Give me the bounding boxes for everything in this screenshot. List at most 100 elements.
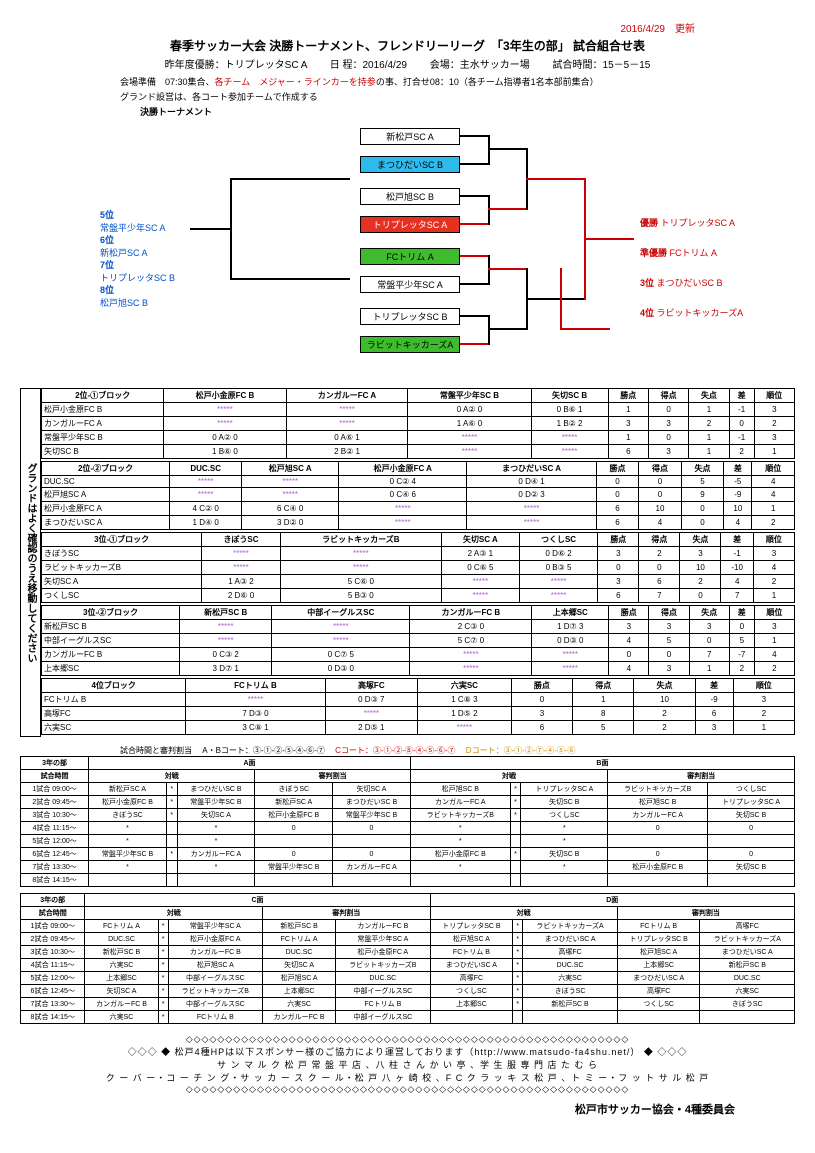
cell-match: 0 D⑥ 2	[519, 547, 597, 561]
block-table: 2位-②ブロックDUC.SC松戸旭SC A松戸小金原FC AまつひだいSC A勝…	[41, 461, 795, 530]
cell-self: *****	[531, 431, 608, 445]
cell-self: *****	[202, 547, 280, 561]
cell-stat: 4	[609, 634, 649, 648]
sched-cell: きぼうSC	[89, 809, 167, 822]
cell-match: 2 D⑥ 0	[202, 589, 280, 603]
sched-cell: *	[510, 848, 521, 861]
bracket-team: 新松戸SC A	[360, 128, 460, 145]
sched-cell: *	[513, 985, 523, 998]
team-header: 新松戸SC B	[180, 606, 272, 620]
sched-cell: 中部イーグルスSC	[168, 972, 262, 985]
cell-stat: 0	[596, 476, 639, 488]
cell-stat: 0	[681, 502, 724, 516]
team-row-name: カンガルーFC B	[42, 648, 180, 662]
sched-cell: FCトリム B	[336, 998, 430, 1011]
sched-cell: 矢切SC A	[177, 809, 255, 822]
sched-cell: トリプレッタSC A	[521, 783, 608, 796]
bracket-line	[230, 278, 350, 280]
sched-cell: 4試合 11:15～	[21, 959, 85, 972]
cell-stat: 3	[609, 620, 649, 634]
cell-stat: 3	[649, 620, 689, 634]
team-header: 矢切SC A	[441, 533, 519, 547]
cell-match: 7 D③ 0	[186, 707, 325, 721]
cell-stat: 6	[598, 589, 639, 603]
sched-cell: まつひだいSC A	[430, 959, 513, 972]
cell-stat: 6	[639, 575, 680, 589]
sched-cell: まつひだいSC A	[700, 946, 795, 959]
cell-stat: 9	[681, 488, 724, 502]
cell-match: 1 D⑦ 3	[532, 620, 609, 634]
sched-cell: 松戸小金原FC B	[410, 848, 510, 861]
sched-cell: 新松戸SC A	[89, 783, 167, 796]
cell-self: *****	[531, 445, 608, 459]
cell-self: *****	[272, 620, 410, 634]
cell-self: *****	[164, 403, 286, 417]
cell-self: *****	[242, 488, 339, 502]
sched-cell: トリプレッタSC B	[617, 933, 700, 946]
team-row-name: FCトリム B	[42, 693, 186, 707]
cell-stat: 0	[639, 488, 682, 502]
sched-cell: FCトリム B	[430, 946, 513, 959]
sched-cell: 常盤平少年SC B	[333, 809, 411, 822]
sched-cell: *	[166, 848, 177, 861]
sched-cell: 松戸旭SC A	[168, 959, 262, 972]
sched-cell: 7試合 13:30～	[21, 861, 89, 874]
cell-match: 1 D④ 0	[170, 516, 242, 530]
sched-cell: 松戸旭SC A	[430, 933, 513, 946]
sched-cell: 常盤平少年SC B	[89, 848, 167, 861]
sched-cell: *	[177, 861, 255, 874]
bracket-title: 決勝トーナメント	[20, 105, 795, 118]
sched-cell	[608, 835, 708, 848]
bracket-line	[560, 268, 562, 328]
cell-match: 1 B⑥ 0	[164, 445, 286, 459]
stat-header: 得点	[639, 533, 680, 547]
team-header: まつひだいSC A	[467, 462, 596, 476]
team-row-name: きぼうSC	[42, 547, 202, 561]
stat-header: 失点	[680, 533, 721, 547]
cell-stat: 0	[689, 634, 729, 648]
cell-match: 3 D⑦ 1	[180, 662, 272, 676]
vertical-note: グランドはよく確認のうえ移動してください	[20, 388, 41, 737]
stat-header: 失点	[689, 389, 729, 403]
bracket-line	[230, 178, 350, 180]
bracket-team: 常盤平少年SC A	[360, 276, 460, 293]
cell-stat: 2	[733, 707, 794, 721]
rank-right: 優勝 トリプレッタSC A	[640, 216, 735, 229]
cell-stat: 0	[729, 417, 754, 431]
cell-stat: 1	[689, 431, 729, 445]
cell-stat: 1	[752, 502, 795, 516]
team-row-name: まつひだいSC A	[42, 516, 170, 530]
cell-stat: 0	[639, 561, 680, 575]
sched-cell: まつひだいSC A	[523, 933, 617, 946]
team-row-name: 矢切SC B	[42, 445, 164, 459]
cell-stat: 3	[649, 662, 689, 676]
cell-match: 5 C⑥ 0	[280, 575, 441, 589]
cell-stat: 4	[754, 648, 794, 662]
sched-cell	[166, 835, 177, 848]
sched-cell: 矢切SC B	[521, 796, 608, 809]
sched-cell: DUC.SC	[336, 972, 430, 985]
cell-stat: 0	[648, 403, 688, 417]
cell-stat: -9	[724, 488, 752, 502]
sched-cell: 6試合 12:45～	[21, 985, 85, 998]
sponsor-line: ク ー バ ー・コ ー チ ン グ・サ ッ カ ー ス ク ー ル・松 戸 八 …	[20, 1071, 795, 1084]
sched-cell: FCトリム B	[617, 920, 700, 933]
cell-match: 0 D④ 1	[467, 476, 596, 488]
sched-cell: 松戸小金原FC B	[608, 861, 708, 874]
sched-cell	[166, 822, 177, 835]
sched-cell: ラビットキッカーズB	[608, 783, 708, 796]
prep-c: の事、打合せ08：10（各チーム指導者1名本部前集合）	[376, 77, 599, 87]
cell-stat: -5	[724, 476, 752, 488]
cell-match: 0 D③ 0	[272, 662, 410, 676]
sched-cell: *	[513, 933, 523, 946]
team-header: カンガルーFC B	[410, 606, 532, 620]
cell-match: 0 D② 3	[467, 488, 596, 502]
bracket-line	[584, 238, 634, 240]
sched-cell: つくしSC	[521, 809, 608, 822]
sched-cell: まつひだいSC A	[617, 972, 700, 985]
sched-cell: トリプレッタSC B	[430, 920, 513, 933]
cell-stat: 2	[729, 445, 754, 459]
cell-stat: 8	[573, 707, 634, 721]
cell-stat: 2	[639, 547, 680, 561]
cell-stat: 4	[752, 476, 795, 488]
